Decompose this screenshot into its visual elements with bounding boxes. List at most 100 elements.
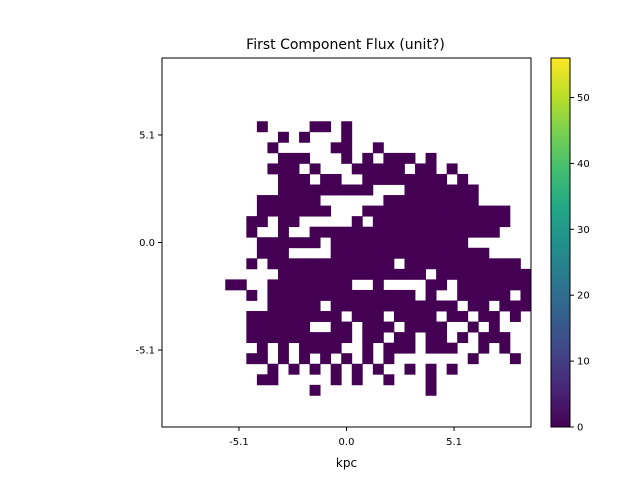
- flux-pixel: [436, 258, 448, 270]
- flux-pixel: [415, 184, 426, 196]
- flux-pixel: [309, 195, 321, 206]
- flux-pixel: [309, 268, 321, 280]
- flux-pixel: [341, 300, 353, 312]
- flux-pixel: [446, 195, 458, 206]
- flux-pixel: [457, 258, 469, 270]
- y-tick-label: -5.1: [135, 346, 155, 357]
- flux-pixel: [372, 268, 384, 280]
- flux-pixel: [457, 237, 469, 249]
- flux-pixel: [404, 300, 416, 312]
- flux-pixel: [277, 226, 289, 238]
- flux-pixel: [446, 342, 458, 354]
- flux-pixel: [330, 173, 342, 185]
- flux-pixel: [404, 268, 416, 280]
- flux-pixel: [246, 332, 258, 344]
- flux-pixel: [246, 311, 258, 322]
- flux-pixel: [415, 205, 426, 217]
- flux-pixel: [404, 289, 416, 301]
- flux-pixel: [351, 374, 363, 386]
- flux-pixel: [277, 279, 289, 291]
- flux-pixel: [299, 332, 310, 344]
- flux-pixel: [341, 226, 353, 238]
- colorbar-ticks: 0 10 20 30 40 50: [570, 93, 590, 434]
- flux-pixel: [415, 311, 426, 322]
- flux-pixel: [520, 268, 532, 280]
- flux-pixel-layer: [225, 121, 532, 396]
- chart-title: First Component Flux (unit?): [246, 37, 445, 53]
- flux-pixel: [478, 289, 490, 301]
- flux-pixel: [288, 237, 300, 249]
- flux-pixel: [383, 300, 395, 312]
- flux-pixel: [467, 289, 479, 301]
- flux-pixel: [267, 311, 279, 322]
- flux-pixel: [330, 374, 342, 386]
- flux-pixel: [309, 279, 321, 291]
- flux-pixel: [341, 184, 353, 196]
- flux-pixel: [488, 268, 500, 280]
- flux-pixel: [267, 163, 279, 175]
- colorbar-tick-label: 0: [577, 423, 583, 434]
- flux-pixel: [436, 300, 448, 312]
- flux-pixel: [362, 205, 374, 217]
- flux-pixel: [277, 342, 289, 354]
- flux-pixel: [425, 184, 437, 196]
- flux-pixel: [436, 247, 448, 259]
- colorbar-tick-label: 40: [577, 159, 590, 170]
- flux-pixel: [351, 237, 363, 249]
- flux-pixel: [362, 152, 374, 164]
- flux-pixel: [330, 247, 342, 259]
- flux-pixel: [277, 131, 289, 143]
- flux-pixel: [320, 353, 332, 365]
- flux-pixel: [267, 374, 279, 386]
- flux-pixel: [299, 321, 310, 333]
- flux-pixel: [256, 311, 268, 322]
- flux-pixel: [457, 184, 469, 196]
- flux-pixel: [267, 195, 279, 206]
- flux-pixel: [309, 237, 321, 249]
- flux-pixel: [383, 226, 395, 238]
- flux-pixel: [415, 226, 426, 238]
- flux-pixel: [330, 289, 342, 301]
- flux-pixel: [478, 268, 490, 280]
- flux-pixel: [330, 226, 342, 238]
- colorbar-tick-label: 10: [577, 357, 590, 368]
- flux-pixel: [425, 279, 437, 291]
- flux-pixel: [330, 237, 342, 249]
- y-axis-ticks: -5.1 0.0 5.1: [135, 130, 162, 357]
- flux-pixel: [425, 311, 437, 322]
- flux-pixel: [341, 152, 353, 164]
- flux-pixel: [320, 121, 332, 133]
- flux-pixel: [425, 363, 437, 375]
- flux-pixel: [446, 363, 458, 375]
- flux-pixel: [362, 163, 374, 175]
- flux-pixel: [383, 374, 395, 386]
- flux-pixel: [299, 184, 310, 196]
- flux-pixel: [267, 258, 279, 270]
- flux-pixel: [457, 311, 469, 322]
- flux-pixel: [246, 289, 258, 301]
- flux-pixel: [415, 300, 426, 312]
- flux-pixel: [478, 332, 490, 344]
- flux-pixel: [256, 332, 268, 344]
- x-tick-label: 5.1: [446, 437, 462, 448]
- flux-pixel: [341, 279, 353, 291]
- flux-pixel: [362, 184, 374, 196]
- flux-pixel: [288, 363, 300, 375]
- flux-pixel: [488, 205, 500, 217]
- flux-pixel: [415, 258, 426, 270]
- flux-pixel: [393, 216, 405, 228]
- flux-pixel: [457, 195, 469, 206]
- flux-pixel: [330, 363, 342, 375]
- flux-pixel: [288, 311, 300, 322]
- flux-pixel: [499, 289, 511, 301]
- flux-pixel: [488, 289, 500, 301]
- flux-pixel: [288, 205, 300, 217]
- flux-pixel: [393, 311, 405, 322]
- flux-pixel: [225, 279, 237, 291]
- flux-pixel: [457, 247, 469, 259]
- flux-pixel: [415, 268, 426, 280]
- flux-pixel: [309, 342, 321, 354]
- flux-pixel: [393, 237, 405, 249]
- flux-pixel: [415, 163, 426, 175]
- flux-pixel: [341, 268, 353, 280]
